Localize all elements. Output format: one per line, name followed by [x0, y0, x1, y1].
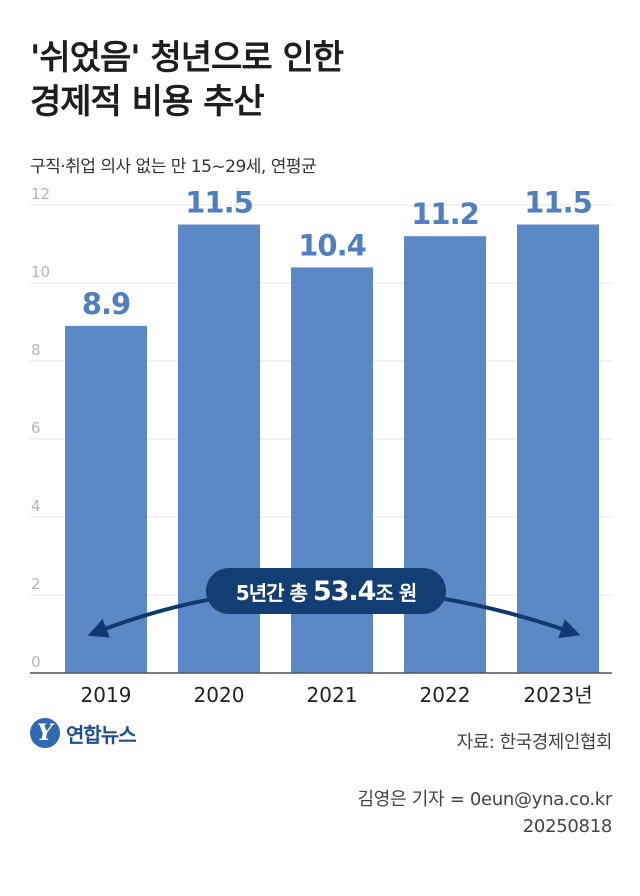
- y-tick-label: 12: [31, 185, 50, 203]
- title-line-2: 경제적 비용 추산: [30, 82, 265, 122]
- chart-title: '쉬었음' 청년으로 인한 경제적 비용 추산: [30, 36, 344, 124]
- y-tick-label: 0: [31, 653, 41, 671]
- y-tick-label: 2: [31, 575, 41, 593]
- data-label: 8.9: [82, 287, 130, 321]
- y-tick-label: 10: [31, 263, 50, 281]
- y-tick-label: 6: [31, 419, 41, 437]
- x-tick-label: 2019: [81, 683, 132, 707]
- source-note: 자료: 한국경제인협회: [456, 732, 613, 753]
- data-label: 11.2: [411, 197, 479, 231]
- x-tick-label: 2021: [307, 683, 358, 707]
- data-label: 11.5: [524, 186, 592, 220]
- x-tick-label: 2020: [194, 683, 245, 707]
- credit-block: 김영은 기자 = 0eun@yna.co.kr 20250818: [357, 786, 613, 840]
- annotation-prefix: 5년간 총: [236, 581, 313, 605]
- annotation-pill: [206, 568, 446, 614]
- data-label: 11.5: [185, 186, 253, 220]
- annotation-suffix: 조 원: [375, 581, 416, 605]
- publisher-logo: Y 연합뉴스: [30, 718, 137, 748]
- annotation-value: 53.4: [313, 576, 376, 607]
- y-tick-label: 8: [31, 341, 41, 359]
- bar: [517, 224, 599, 673]
- x-tick-label: 2022: [420, 683, 471, 707]
- data-label: 10.4: [298, 228, 366, 262]
- annotation-text: 5년간 총 53.4조 원: [236, 576, 416, 607]
- reporter-credit: 김영은 기자 = 0eun@yna.co.kr: [357, 789, 613, 810]
- logo-text: 연합뉴스: [66, 722, 137, 747]
- bar: [65, 325, 147, 673]
- title-line-1: '쉬었음' 청년으로 인한: [30, 38, 344, 78]
- y-tick-label: 4: [31, 497, 41, 515]
- x-tick-label: 2023년: [523, 683, 592, 707]
- chart-subtitle: 구직·취업 의사 없는 만 15~29세, 연평균: [30, 157, 317, 177]
- logo-mark-icon: Y: [30, 718, 60, 748]
- publish-date: 20250818: [522, 816, 613, 837]
